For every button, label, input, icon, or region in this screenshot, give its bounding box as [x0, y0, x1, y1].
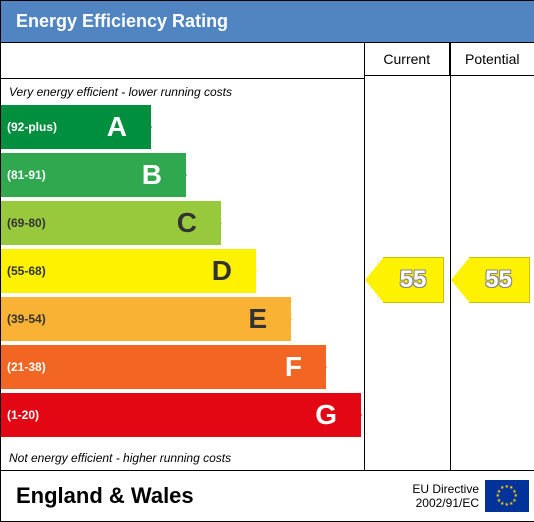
potential-header: Potential [451, 43, 534, 76]
current-rating-arrow-value: 55 [383, 257, 444, 303]
band-f: (21-38) F [1, 345, 364, 389]
band-range: (69-80) [1, 216, 46, 230]
band-letter: C [177, 207, 197, 239]
directive-label: EU Directive 2002/91/EC [412, 482, 485, 511]
potential-column: Potential 55 [451, 43, 534, 470]
band-range: (1-20) [1, 408, 39, 422]
band-e: (39-54) E [1, 297, 364, 341]
band-letter: D [212, 255, 232, 287]
band-range: (55-68) [1, 264, 46, 278]
band-g: (1-20) G [1, 393, 364, 437]
bands-area: Very energy efficient - lower running co… [1, 43, 365, 470]
band-range: (81-91) [1, 168, 46, 182]
note-top: Very energy efficient - lower running co… [1, 79, 364, 101]
potential-rating-arrow-value: 55 [469, 257, 530, 303]
current-column: Current 55 [365, 43, 451, 470]
potential-rating-arrow: 55 [451, 258, 530, 302]
chart-footer: England & Wales EU Directive 2002/91/EC … [1, 470, 534, 521]
current-rating-arrow: 55 [365, 258, 444, 302]
band-range: (21-38) [1, 360, 46, 374]
band-letter: E [248, 303, 267, 335]
rating-columns: Current 55 Potential 55 [365, 43, 534, 470]
bands-list: (92-plus) A (81-91) B (69-80) C (55-68) D (39-54… [1, 105, 364, 445]
band-a: (92-plus) A [1, 105, 364, 149]
band-range: (92-plus) [1, 120, 57, 134]
chart-body: Very energy efficient - lower running co… [1, 42, 534, 470]
current-header: Current [365, 43, 450, 76]
band-d: (55-68) D [1, 249, 364, 293]
epc-chart: Energy Efficiency Rating Very energy eff… [0, 0, 534, 522]
band-letter: G [315, 399, 337, 431]
band-c: (69-80) C [1, 201, 364, 245]
band-letter: B [142, 159, 162, 191]
band-b: (81-91) B [1, 153, 364, 197]
band-letter: F [285, 351, 302, 383]
eu-flag-icon: ★★★★★★★★★★★★ [485, 480, 529, 512]
chart-title: Energy Efficiency Rating [1, 1, 534, 42]
region-label: England & Wales [1, 483, 412, 509]
band-range: (39-54) [1, 312, 46, 326]
band-letter: A [107, 111, 127, 143]
note-bottom: Not energy efficient - higher running co… [1, 445, 364, 467]
